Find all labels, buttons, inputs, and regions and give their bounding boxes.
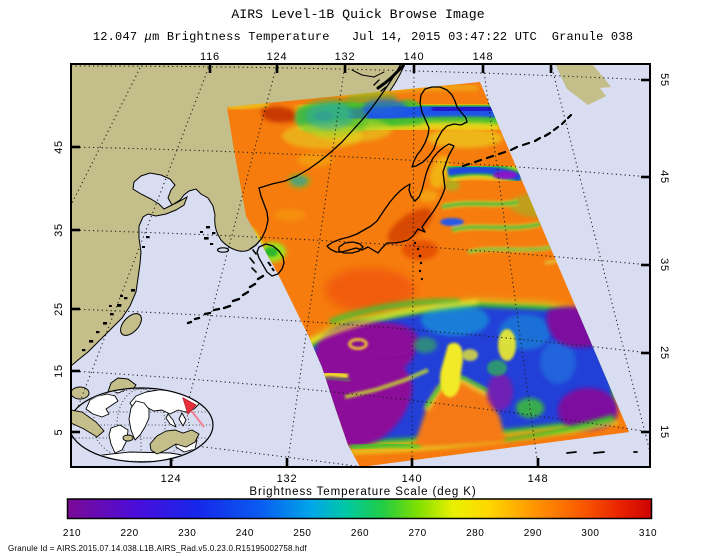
svg-text:132: 132 [277, 473, 298, 485]
svg-text:132: 132 [335, 51, 356, 63]
svg-text:210: 210 [63, 528, 81, 539]
svg-text:124: 124 [161, 473, 182, 485]
svg-text:Brightness Temperature Scale (: Brightness Temperature Scale (deg K) [249, 486, 476, 498]
svg-text:116: 116 [200, 51, 220, 63]
svg-text:140: 140 [404, 51, 425, 63]
svg-text:300: 300 [581, 528, 599, 539]
svg-text:55: 55 [658, 73, 670, 87]
svg-text:148: 148 [473, 51, 494, 63]
svg-text:5: 5 [53, 429, 65, 436]
svg-text:45: 45 [53, 140, 65, 154]
svg-text:240: 240 [236, 528, 254, 539]
svg-text:25: 25 [53, 302, 65, 316]
svg-text:AIRS Level-1B Quick Browse Ima: AIRS Level-1B Quick Browse Image [231, 7, 484, 22]
svg-text:220: 220 [121, 528, 139, 539]
svg-text:290: 290 [524, 528, 542, 539]
svg-text:260: 260 [351, 528, 369, 539]
svg-text:230: 230 [178, 528, 196, 539]
svg-text:250: 250 [293, 528, 311, 539]
svg-text:310: 310 [639, 528, 657, 539]
svg-text:Granule Id = AIRS.2015.07.14.0: Granule Id = AIRS.2015.07.14.038.L1B.AIR… [8, 544, 307, 553]
svg-text:270: 270 [409, 528, 427, 539]
svg-text:35: 35 [53, 223, 65, 237]
svg-text:15: 15 [53, 364, 65, 378]
svg-text:148: 148 [528, 473, 549, 485]
svg-text:124: 124 [267, 51, 288, 63]
svg-text:35: 35 [658, 258, 670, 272]
svg-text:45: 45 [658, 170, 670, 184]
svg-text:140: 140 [402, 473, 423, 485]
svg-text:280: 280 [466, 528, 484, 539]
svg-text:12.047 μm Brightness Temperatu: 12.047 μm Brightness Temperature Jul 14,… [93, 30, 633, 44]
svg-text:15: 15 [658, 425, 670, 439]
svg-text:25: 25 [658, 346, 670, 360]
